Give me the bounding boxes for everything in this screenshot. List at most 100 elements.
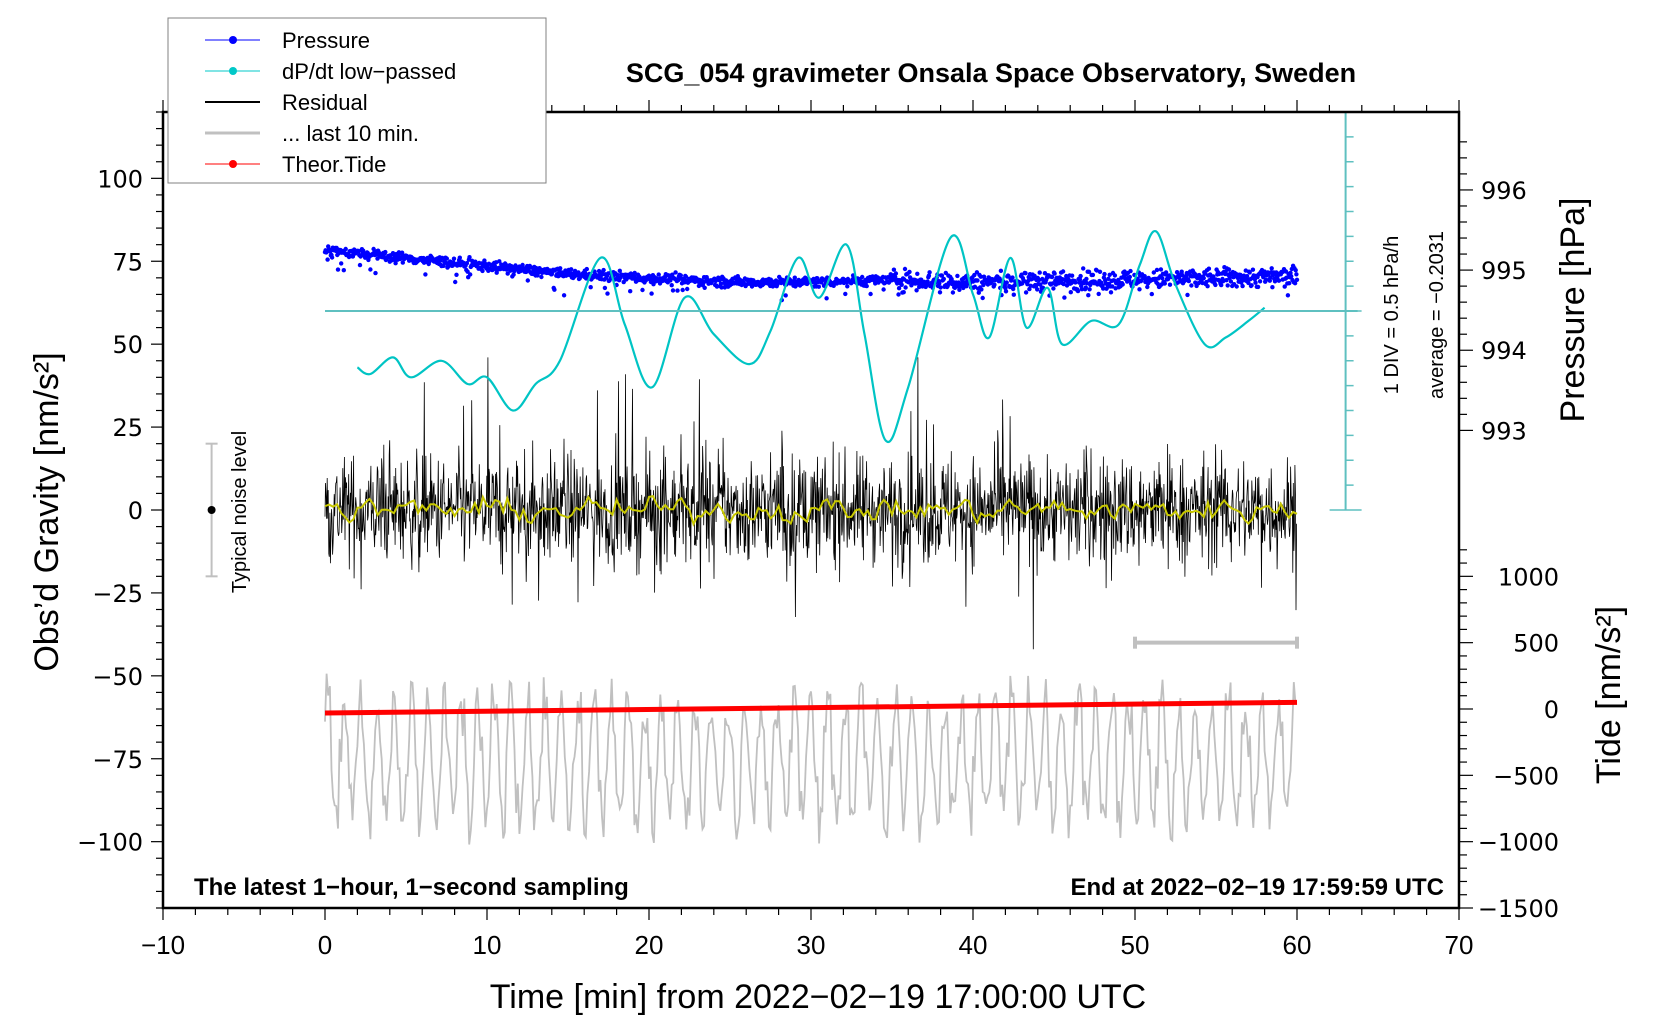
pressure-point <box>975 278 980 283</box>
pressure-point <box>640 287 645 293</box>
pressure-point <box>1225 283 1230 288</box>
pressure-point <box>1246 280 1251 286</box>
pressure-point <box>1244 274 1250 279</box>
pressure-point <box>1087 287 1092 292</box>
legend-label: Theor.Tide <box>282 152 386 177</box>
pressure-point <box>1035 287 1040 292</box>
pressure-point <box>845 284 850 289</box>
pressure-point <box>1102 271 1107 277</box>
pressure-point <box>1127 278 1132 283</box>
pressure-point <box>373 270 378 276</box>
pressure-point <box>1027 286 1032 292</box>
pressure-point <box>669 283 674 288</box>
pressure-point <box>1154 267 1160 273</box>
x-tick-label: −10 <box>141 930 185 960</box>
pressure-point <box>1287 281 1292 286</box>
pressure-point <box>907 269 912 275</box>
pressure-point <box>938 285 943 290</box>
pressure-point <box>1090 272 1096 278</box>
x-tick-label: 70 <box>1445 930 1474 960</box>
pressure-point <box>503 262 508 267</box>
pressure-point <box>1226 267 1232 272</box>
pressure-point <box>927 270 932 275</box>
pressure-point <box>1289 274 1294 279</box>
pressure-point <box>602 285 608 291</box>
pressure-point <box>896 286 902 291</box>
pressure-point <box>1250 267 1256 272</box>
pressure-point <box>792 275 797 280</box>
tide-tick-label: −500 <box>1493 762 1559 790</box>
legend-entry-dpdt: dP/dt low−passed <box>205 59 456 84</box>
pressure-point <box>649 291 654 296</box>
pressure-point <box>1234 284 1239 289</box>
pressure-point <box>992 282 997 287</box>
pressure-point <box>1078 273 1083 279</box>
pressure-point <box>464 261 470 266</box>
pressure-point <box>601 267 606 273</box>
pressure-point <box>656 272 661 277</box>
pressure-point <box>1211 274 1216 279</box>
pressure-point <box>511 272 516 277</box>
pressure-point <box>683 274 689 279</box>
pressure-point <box>632 270 637 276</box>
pressure-point <box>1061 281 1066 287</box>
pressure-point <box>670 272 675 277</box>
pressure-point <box>1101 286 1106 291</box>
pressure-point <box>868 291 873 297</box>
pressure-tick-label: 996 <box>1481 177 1527 205</box>
y-tick-label: 50 <box>112 331 143 359</box>
y-axis-label-pressure: Pressure [hPa] <box>1554 198 1592 423</box>
dpdt-average-label: average = −0.2031 <box>1426 231 1448 399</box>
pressure-point <box>1084 281 1090 286</box>
pressure-point <box>1108 290 1114 295</box>
noise-level-dot <box>207 506 216 514</box>
pressure-point <box>558 266 563 271</box>
pressure-point <box>893 274 898 280</box>
tide-tick-label: 0 <box>1544 696 1559 724</box>
dpdt-div-label: 1 DIV = 0.5 hPa/h <box>1381 236 1403 394</box>
pressure-point <box>1081 266 1086 271</box>
pressure-point <box>1112 273 1118 278</box>
y-tick-label: 0 <box>128 497 143 525</box>
pressure-point <box>895 281 900 286</box>
y-tick-label: −25 <box>92 580 143 608</box>
pressure-point <box>915 271 920 276</box>
pressure-point <box>717 278 722 283</box>
pressure-point <box>1011 292 1016 297</box>
pressure-point <box>1284 275 1289 280</box>
pressure-point <box>1204 279 1209 285</box>
pressure-point <box>454 272 459 277</box>
series-last-10-min <box>324 673 1297 845</box>
pressure-point <box>1052 271 1057 276</box>
pressure-point <box>467 255 472 260</box>
pressure-point <box>1149 291 1155 297</box>
pressure-point <box>1049 274 1055 280</box>
pressure-point <box>685 286 690 292</box>
pressure-point <box>1062 295 1067 300</box>
series-residual-smoothed <box>324 494 1298 527</box>
pressure-point <box>1079 287 1085 292</box>
x-axis-label: Time [min] from 2022−02−19 17:00:00 UTC <box>490 978 1146 1016</box>
y-tick-label: −100 <box>77 829 143 857</box>
pressure-point <box>899 282 904 287</box>
pressure-point <box>972 284 978 289</box>
pressure-point <box>902 266 908 272</box>
legend-entry-last10: ... last 10 min. <box>205 121 419 146</box>
legend-entry-pressure: Pressure <box>205 28 370 53</box>
pressure-point <box>1213 282 1218 288</box>
x-tick-label: 10 <box>473 930 502 960</box>
pressure-point <box>978 274 983 279</box>
y-axis-label-left: Obs’d Gravity [nm/s²] <box>28 352 66 671</box>
pressure-point <box>1228 279 1234 284</box>
pressure-point <box>1223 269 1228 274</box>
pressure-point <box>1263 277 1269 283</box>
pressure-point <box>1288 270 1293 276</box>
pressure-point <box>1151 270 1157 275</box>
pressure-point <box>783 293 788 298</box>
pressure-point <box>979 287 984 292</box>
tide-tick-label: 1000 <box>1498 563 1559 591</box>
pressure-point <box>1023 290 1029 295</box>
legend-label: dP/dt low−passed <box>282 59 456 84</box>
pressure-point <box>393 261 398 266</box>
pressure-point <box>680 287 685 293</box>
